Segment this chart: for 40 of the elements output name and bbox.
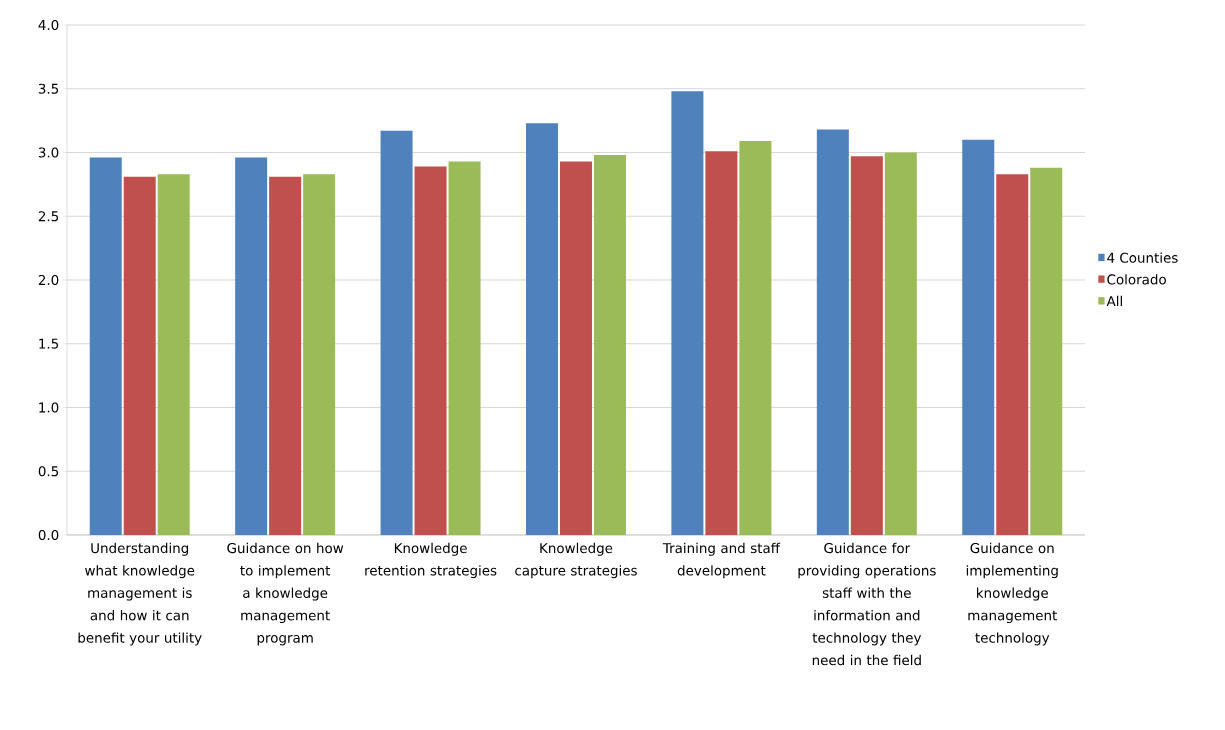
bar: [303, 174, 336, 535]
bar: [448, 161, 481, 535]
bar: [884, 152, 917, 535]
y-tick-label: 3.0: [38, 147, 59, 158]
x-tick-label: Knowledge retention strategies: [365, 542, 497, 579]
bar: [816, 129, 849, 535]
bar: [269, 176, 302, 535]
bar: [850, 156, 883, 535]
y-tick-label: 1.5: [39, 338, 59, 349]
y-tick-label: 4.0: [38, 19, 59, 31]
bar: [996, 174, 1029, 535]
bar: [705, 151, 738, 535]
legend-label: 4 Counties: [1107, 252, 1178, 263]
bar: [525, 123, 558, 535]
bar: [235, 157, 268, 535]
x-tick-label: Guidance on how to implement a knowledge management program: [227, 542, 344, 646]
bar: [559, 161, 592, 535]
y-tick-label: 3.5: [38, 83, 59, 94]
x-tick-label: Guidance on implementing knowledge management technology: [966, 542, 1058, 646]
legend-label: All: [1106, 295, 1122, 307]
y-tick-label: 2.5: [38, 211, 59, 222]
bar: [962, 139, 995, 535]
y-tick-label: 0.0: [38, 529, 59, 541]
y-tick-label: 0.5: [38, 466, 59, 477]
bar: [89, 157, 122, 535]
bar: [671, 91, 704, 535]
x-tick-label: Understanding what knowledge management is and how it can benefit your utility: [78, 542, 202, 646]
bar: [157, 174, 190, 535]
bar: [593, 155, 626, 535]
legend-label: Colorado: [1107, 274, 1166, 285]
x-tick-label: Training and staff development: [662, 542, 781, 579]
y-tick-label: 1.0: [39, 402, 59, 413]
bar: [739, 141, 772, 535]
bar: [380, 130, 413, 535]
x-tick-label: Knowledge capture strategies: [515, 542, 637, 579]
bar: [414, 166, 447, 535]
bar: [123, 176, 156, 535]
bar: [1030, 167, 1063, 535]
y-tick-label: 2.0: [38, 274, 59, 286]
x-tick-label: Guidance for providing operations staff with the information and technology they need in the field: [798, 542, 936, 666]
